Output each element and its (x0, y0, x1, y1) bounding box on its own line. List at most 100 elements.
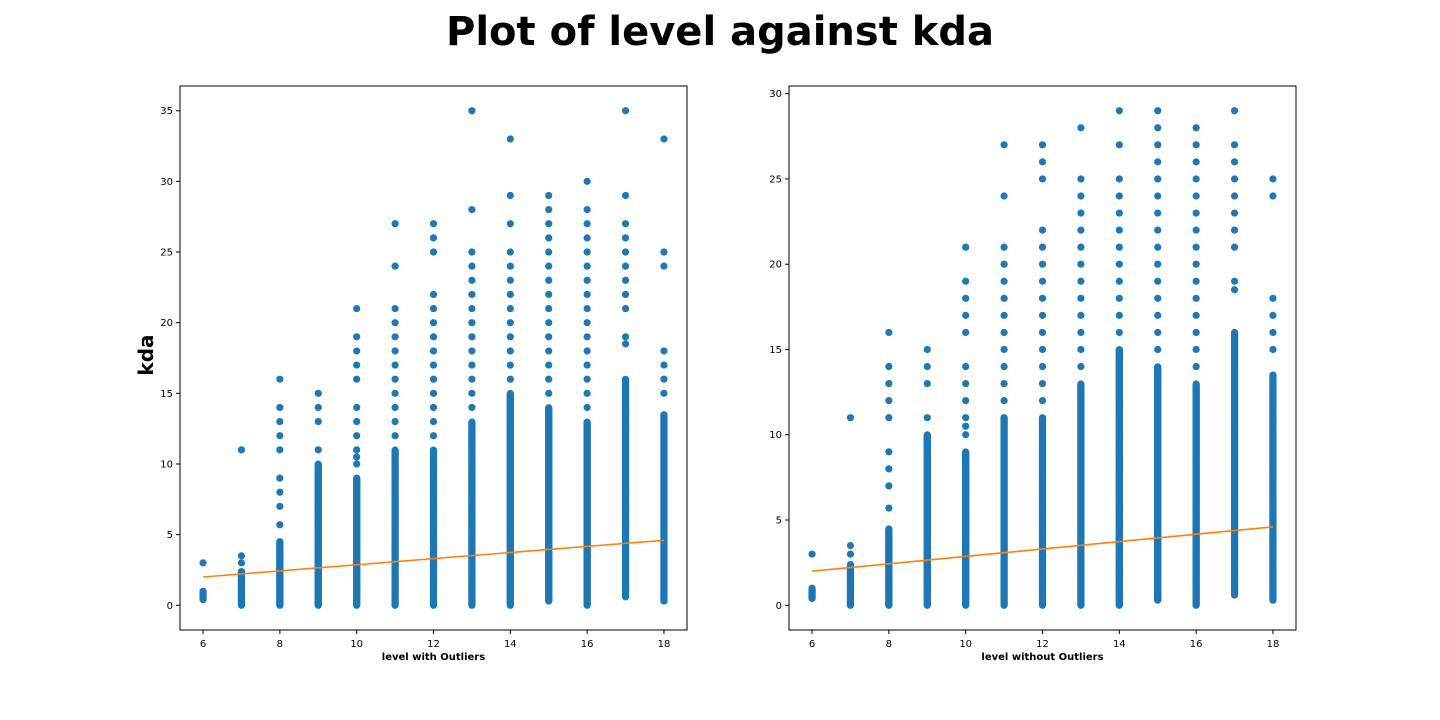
data-point (583, 418, 591, 426)
data-point (353, 453, 361, 461)
data-point (660, 389, 668, 397)
data-point (583, 290, 591, 299)
data-point (1038, 277, 1047, 285)
y-tick-label: 10 (160, 459, 173, 470)
data-point (545, 389, 553, 397)
data-point (1038, 414, 1047, 422)
data-point (1077, 345, 1085, 354)
data-point (1038, 328, 1047, 337)
data-point (583, 262, 591, 270)
data-point (468, 403, 476, 412)
data-point (545, 361, 553, 369)
data-point (1038, 226, 1047, 234)
data-point (583, 347, 591, 355)
data-point (353, 375, 361, 383)
data-point (1038, 175, 1047, 183)
data-point (583, 304, 591, 313)
y-tick-label: 25 (160, 248, 173, 259)
data-point (583, 319, 591, 327)
data-point (583, 276, 591, 284)
data-point (1077, 277, 1085, 285)
data-point (660, 248, 668, 256)
data-point (468, 262, 476, 270)
data-point (391, 304, 399, 313)
data-point (583, 234, 591, 242)
data-point (885, 379, 893, 388)
data-point (314, 417, 322, 426)
data-point (276, 403, 284, 412)
x-tick-label: 10 (350, 639, 363, 650)
data-point (545, 304, 553, 313)
data-point (468, 375, 476, 383)
data-point (506, 319, 514, 327)
data-point (583, 220, 591, 228)
data-point (1038, 379, 1047, 388)
data-point (468, 389, 476, 397)
data-point (429, 220, 438, 228)
y-axis-label: kda (134, 334, 158, 375)
data-point (1038, 141, 1047, 149)
data-point (621, 234, 630, 242)
data-point (1000, 260, 1008, 268)
x-axis-label: level with Outliers (382, 652, 485, 663)
data-point (429, 319, 438, 327)
data-point (468, 319, 476, 327)
data-point (545, 333, 553, 341)
data-point (885, 362, 893, 371)
data-point (962, 243, 970, 251)
data-point (1077, 260, 1085, 268)
data-point (621, 304, 630, 313)
data-point (506, 220, 514, 228)
data-point (962, 422, 970, 430)
data-point (621, 276, 630, 284)
data-point (391, 333, 399, 341)
data-point (962, 311, 970, 319)
data-point (962, 431, 970, 439)
data-point (583, 206, 591, 214)
data-point (1077, 243, 1085, 251)
data-point (808, 550, 816, 558)
data-point (1000, 277, 1008, 285)
data-point (962, 379, 970, 388)
data-point (353, 474, 361, 482)
data-point (545, 220, 553, 228)
data-point (1000, 294, 1008, 302)
data-point (885, 504, 893, 512)
data-point (276, 432, 284, 440)
y-tick-label: 0 (167, 601, 173, 612)
data-point (808, 584, 816, 592)
data-point (353, 347, 361, 355)
x-tick-label: 14 (504, 639, 517, 650)
data-point (621, 107, 630, 115)
data-point (1077, 380, 1085, 388)
data-point (962, 397, 970, 405)
data-point (1000, 141, 1008, 149)
data-point (660, 375, 668, 383)
data-point (429, 361, 438, 369)
y-tick-label: 30 (160, 177, 173, 188)
data-point (429, 333, 438, 341)
data-point (545, 234, 553, 242)
data-point (1038, 294, 1047, 302)
data-point (353, 304, 361, 313)
data-point (545, 191, 553, 200)
data-point (506, 191, 514, 200)
data-point (506, 135, 514, 143)
data-point (429, 290, 438, 299)
data-point (429, 234, 438, 242)
data-point (276, 538, 284, 546)
data-point (429, 446, 438, 454)
data-point (468, 347, 476, 355)
scatter-points (808, 107, 1277, 609)
data-point (962, 362, 970, 371)
data-point (545, 248, 553, 256)
data-point (621, 191, 630, 200)
data-point (885, 482, 893, 490)
data-point (1077, 175, 1085, 183)
x-tick-label: 8 (277, 639, 283, 650)
data-point (506, 375, 514, 383)
data-point (276, 417, 284, 426)
data-point (583, 375, 591, 383)
data-point (962, 328, 970, 337)
data-point (276, 446, 284, 454)
